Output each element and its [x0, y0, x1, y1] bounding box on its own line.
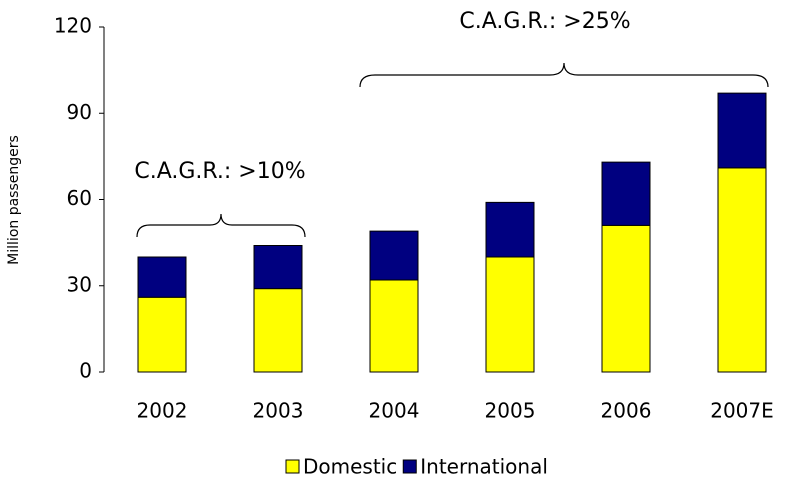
- y-tick-label: 60: [67, 186, 92, 210]
- x-tick-label: 2005: [485, 399, 536, 423]
- bar-segment: [717, 167, 767, 373]
- bar-segment: [601, 161, 651, 226]
- annotation: C.A.G.R.: >25%: [459, 9, 630, 34]
- bar-segment: [253, 288, 303, 373]
- bar-segment: [369, 230, 419, 281]
- bar-segment: [369, 279, 419, 373]
- y-tick-label: 120: [54, 14, 92, 38]
- legend-label: Domestic: [303, 455, 397, 479]
- y-tick-label: 90: [67, 100, 92, 124]
- legend-swatch: [402, 459, 417, 474]
- x-tick-label: 2006: [601, 399, 652, 423]
- x-tick-label: 2002: [137, 399, 188, 423]
- x-tick-label: 2007E: [710, 399, 774, 423]
- bar-segment: [485, 201, 535, 258]
- annotation: C.A.G.R.: >10%: [134, 159, 305, 184]
- x-tick-label: 2004: [369, 399, 420, 423]
- y-tick-label: 0: [79, 359, 92, 383]
- bar-segment: [137, 256, 187, 298]
- bar-segment: [485, 256, 535, 373]
- x-tick-label: 2003: [253, 399, 304, 423]
- bar-segment: [717, 92, 767, 169]
- y-axis-label: Million passengers: [6, 135, 22, 265]
- y-tick-label: 30: [67, 272, 92, 296]
- bar-segment: [253, 245, 303, 290]
- legend-swatch: [285, 459, 300, 474]
- bar-segment: [601, 224, 651, 373]
- bar-segment: [137, 296, 187, 373]
- brace: [136, 213, 306, 238]
- brace: [359, 62, 769, 88]
- legend-label: International: [420, 455, 548, 479]
